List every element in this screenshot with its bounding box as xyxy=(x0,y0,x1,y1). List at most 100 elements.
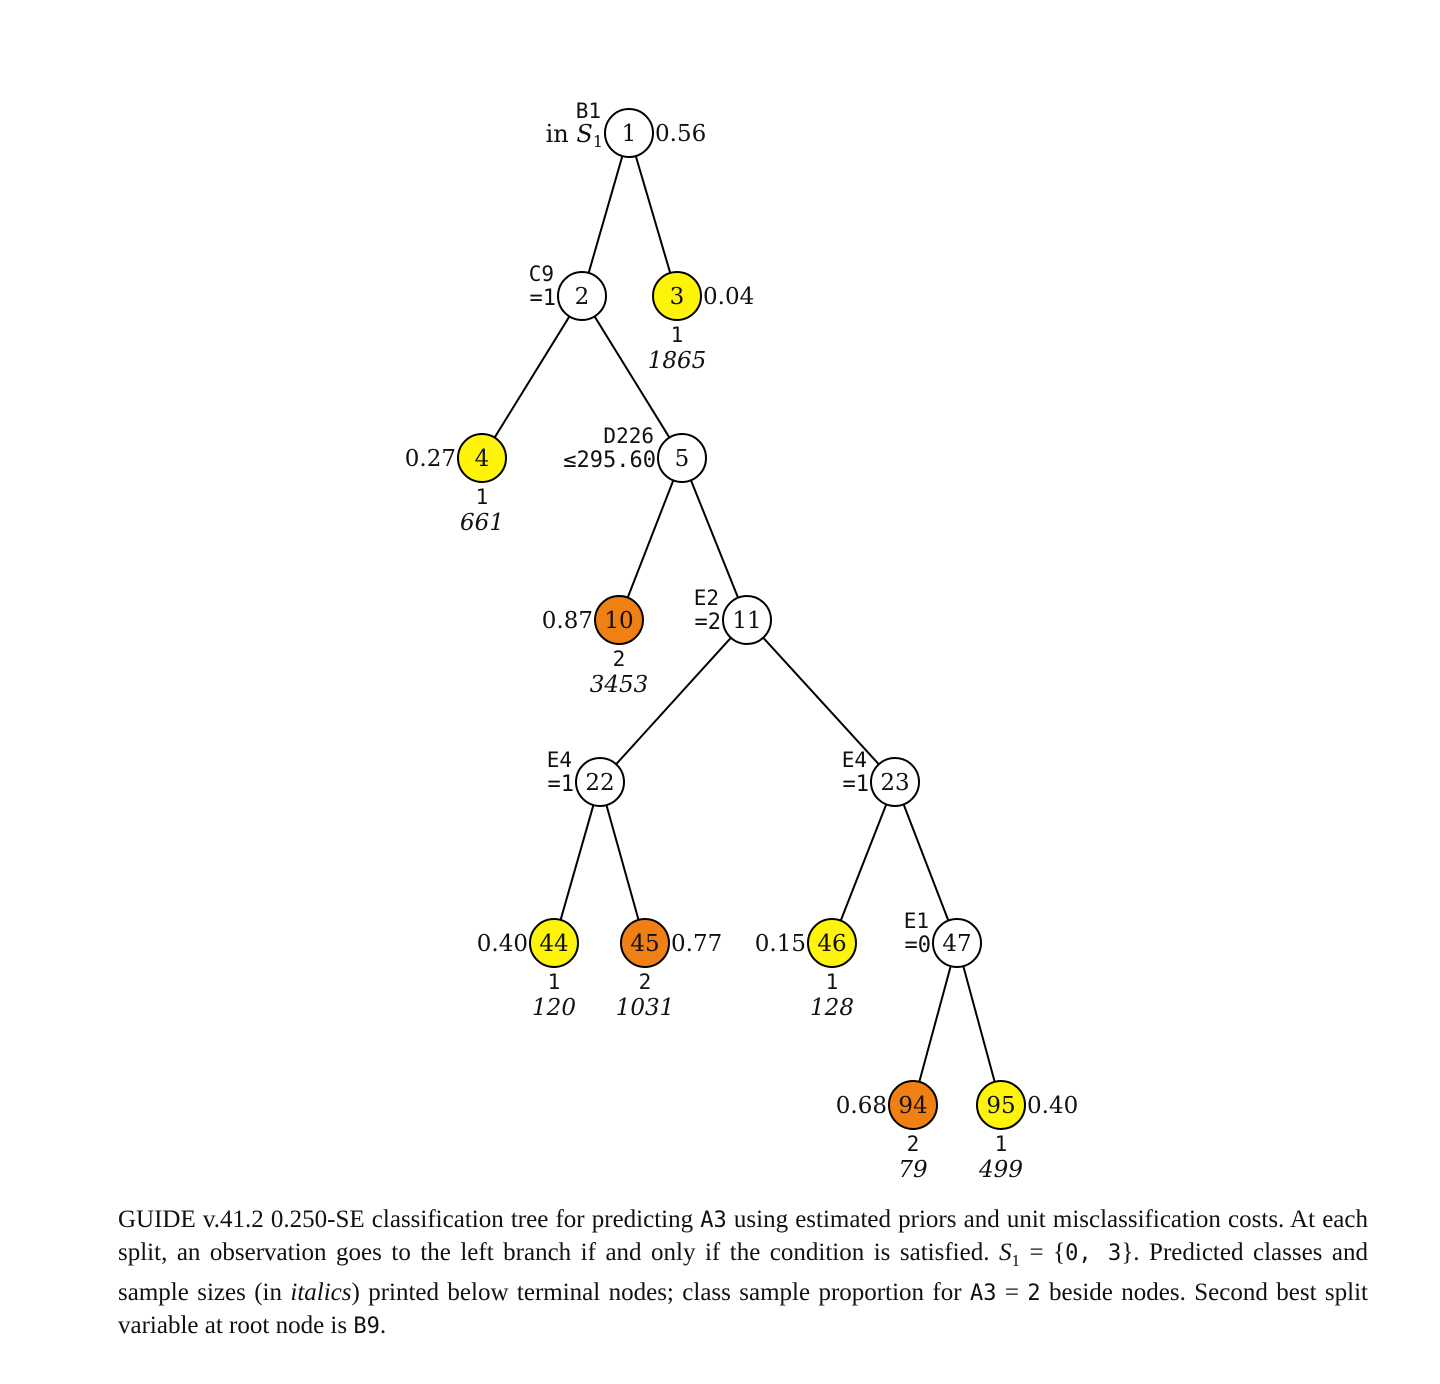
node-44-circle xyxy=(529,918,579,968)
caption-set-subscript: 1 xyxy=(1011,1251,1020,1270)
node-45-class: 2 xyxy=(639,970,652,994)
node-10-size: 3453 xyxy=(590,672,649,698)
edge-n5-n10 xyxy=(626,480,675,598)
node-10-circle xyxy=(594,595,644,645)
node-44-size: 120 xyxy=(532,995,576,1021)
caption-code-class: 2 xyxy=(1027,1281,1041,1306)
caption-text-4: }. Predicted classes and sample sizes (i… xyxy=(118,1239,1368,1306)
node-10-proportion: 0.87 xyxy=(542,608,593,634)
node-94: 94 279 0.68 xyxy=(836,1080,938,1183)
node-22-split-var: E4 xyxy=(547,748,572,772)
node-11-split-cond: =2 xyxy=(695,610,722,635)
node-3-id: 3 xyxy=(670,284,685,310)
caption-text-2: using estimated priors and unit misclass… xyxy=(118,1206,1368,1266)
node-23-id: 23 xyxy=(880,770,909,796)
node-4-id: 4 xyxy=(475,446,490,472)
edge-n11-n22 xyxy=(615,637,732,765)
node-95-class: 1 xyxy=(995,1132,1008,1156)
node-44-class: 1 xyxy=(548,970,561,994)
node-2: 2 C9=1 xyxy=(529,262,607,321)
node-5-split-cond: ≤295.60 xyxy=(563,448,656,473)
node-4-class: 1 xyxy=(476,485,489,509)
node-2-circle xyxy=(557,271,607,321)
node-44-id: 44 xyxy=(539,931,568,957)
node-4-circle xyxy=(457,433,507,483)
edge-n2-n5 xyxy=(593,315,671,439)
tree-edges xyxy=(493,155,996,1083)
node-22-circle xyxy=(575,757,625,807)
node-94-id: 94 xyxy=(898,1093,927,1119)
node-47-split-cond: =0 xyxy=(905,933,932,958)
node-44-proportion: 0.40 xyxy=(477,931,528,957)
node-94-circle xyxy=(888,1080,938,1130)
caption-code-a3-2: A3 xyxy=(969,1281,997,1306)
node-22: 22 E4=1 xyxy=(547,748,625,807)
figure-caption: GUIDE v.41.2 0.250-SE classification tre… xyxy=(118,1204,1368,1343)
node-5-id: 5 xyxy=(675,446,690,472)
node-11: 11 E2=2 xyxy=(694,586,772,645)
node-3-size: 1865 xyxy=(648,348,707,374)
node-47-id: 47 xyxy=(942,931,971,957)
node-23: 23 E4=1 xyxy=(842,748,920,807)
caption-text-6: = xyxy=(996,1279,1028,1306)
node-46-size: 128 xyxy=(810,995,854,1021)
edge-n1-n3 xyxy=(634,155,672,274)
node-2-split-cond: =1 xyxy=(530,286,557,311)
node-5-split-var: D226 xyxy=(603,424,654,448)
node-95-size: 499 xyxy=(978,1157,1023,1183)
node-11-split-var: E2 xyxy=(694,586,719,610)
node-94-proportion: 0.68 xyxy=(836,1093,887,1119)
node-1-split-cond: in S1 xyxy=(546,120,603,151)
caption-set-symbol: S xyxy=(998,1239,1012,1266)
node-3-circle xyxy=(652,271,702,321)
node-47-circle xyxy=(932,918,982,968)
node-2-split-var: C9 xyxy=(529,262,554,286)
node-2-id: 2 xyxy=(575,284,590,310)
node-94-size: 79 xyxy=(898,1157,927,1183)
node-1-proportion: 0.56 xyxy=(655,121,706,147)
caption-text-5: ) printed below terminal nodes; class sa… xyxy=(351,1279,970,1306)
node-1-circle xyxy=(604,108,654,158)
node-45-proportion: 0.77 xyxy=(671,931,722,957)
node-94-class: 2 xyxy=(907,1132,920,1156)
node-4-proportion: 0.27 xyxy=(405,446,456,472)
node-47: 47 E1=0 xyxy=(904,909,982,968)
node-23-split-cond: =1 xyxy=(843,772,870,797)
caption-italics-word: italics xyxy=(290,1279,352,1306)
node-5: 5 D226≤295.60 xyxy=(563,424,707,483)
edge-n1-n2 xyxy=(587,155,624,274)
caption-code-b9: B9 xyxy=(353,1314,380,1339)
node-23-circle xyxy=(870,757,920,807)
caption-text-7: beside nodes. Second best split variable… xyxy=(118,1279,1368,1339)
node-11-circle xyxy=(722,595,772,645)
node-47-split-var: E1 xyxy=(904,909,929,933)
node-95-circle xyxy=(976,1080,1026,1130)
node-23-split-var: E4 xyxy=(842,748,867,772)
node-45-id: 45 xyxy=(630,931,659,957)
edge-n22-n45 xyxy=(605,804,640,921)
node-95-proportion: 0.40 xyxy=(1027,1093,1078,1119)
node-45-size: 1031 xyxy=(616,995,675,1021)
edge-n22-n44 xyxy=(559,804,595,921)
node-46-class: 1 xyxy=(826,970,839,994)
caption-text-1: GUIDE v.41.2 0.250-SE classification tre… xyxy=(118,1206,701,1233)
node-10-class: 2 xyxy=(613,647,626,671)
edge-n47-n94 xyxy=(918,965,952,1083)
edge-n11-n23 xyxy=(762,637,880,765)
caption-code-a3: A3 xyxy=(700,1208,727,1233)
node-3-proportion: 0.04 xyxy=(703,284,754,310)
node-22-id: 22 xyxy=(585,770,614,796)
edge-n47-n95 xyxy=(962,965,996,1083)
node-46-id: 46 xyxy=(817,931,846,957)
caption-code-set: 0, 3 xyxy=(1065,1241,1122,1266)
